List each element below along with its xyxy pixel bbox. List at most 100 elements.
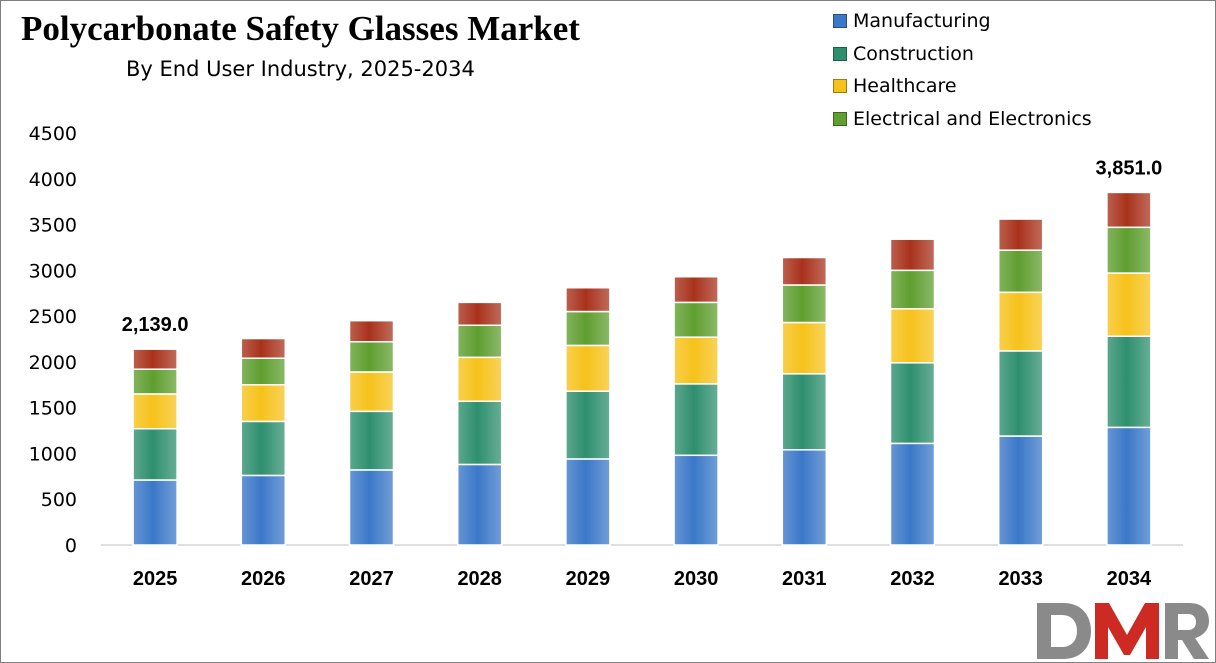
legend-label: Construction [853,42,974,65]
bar-segment [240,357,287,386]
legend: Manufacturing Construction Healthcare Elect… [833,5,1092,135]
chart-title: Polycarbonate Safety Glasses Market [21,9,580,48]
legend-swatch [833,111,847,126]
bar-segment [889,238,936,272]
bar-segment [1106,226,1152,274]
x-tick-label: 2026 [241,568,286,590]
bar-segment [456,400,503,466]
bar-segment [997,218,1044,251]
legend-label: Healthcare [853,75,957,98]
bar-segment [565,286,611,313]
bar-segment [456,324,503,359]
bar-stack [565,286,611,546]
y-tick-label: 0 [65,535,77,557]
x-tick-label: 2030 [674,568,719,590]
bar-segment [673,301,719,338]
bar-segment [456,356,503,403]
y-tick-label: 3000 [29,260,77,282]
x-tick-label: 2028 [457,568,502,590]
legend-item: Electrical and Electronics [833,103,1092,136]
bar-segment [348,371,395,413]
bar-segment [781,449,828,546]
chart-subtitle: By End User Industry, 2025-2034 [126,57,475,81]
bar-segment [781,321,828,375]
bar-segment [889,362,936,445]
legend-item: Healthcare [833,70,1092,103]
bar-segment [456,301,503,327]
dmr-logo [1037,603,1209,659]
y-tick-label: 2000 [29,352,77,374]
bar-segment [132,479,178,546]
bar-stack [1106,191,1152,546]
x-tick-label: 2025 [133,568,178,590]
legend-swatch [833,46,847,61]
bar-segment [348,319,395,343]
bar-segment [565,390,611,460]
total-data-label: 2,139.0 [122,314,189,336]
x-tick-label: 2033 [998,568,1043,590]
x-tick-label: 2029 [566,568,611,590]
bar-stack [673,275,719,546]
legend-swatch [833,14,847,29]
bar-segment [1106,426,1152,546]
legend-label: Electrical and Electronics [853,107,1092,130]
bar-stack [889,238,936,546]
bar-segment [997,291,1044,352]
total-data-label: 3,851.0 [1096,157,1163,179]
bar-segment [348,469,395,546]
dmr-logo-mark [1037,603,1209,659]
bar-segment [781,373,828,451]
y-tick-label: 3500 [29,215,77,237]
y-tick-label: 1000 [29,443,77,465]
legend-item: Construction [833,38,1092,71]
bar-segment [781,256,828,286]
bar-segment [240,384,287,423]
y-tick-label: 4000 [29,169,77,191]
bar-segment [240,337,287,359]
bar-segment [1106,335,1152,429]
legend-item: Manufacturing [833,5,1092,38]
bar-stack [781,256,828,546]
y-tick-label: 4500 [29,123,77,145]
legend-swatch [833,79,847,94]
legend-label: Manufacturing [853,10,991,33]
bar-segment [565,458,611,546]
bar-segment [565,344,611,392]
bar-segment [132,427,178,481]
bar-segment [240,474,287,546]
bar-segment [565,310,611,347]
x-tick-label: 2032 [890,568,935,590]
bar-stack [240,337,287,546]
bar-stack [456,301,503,546]
bar-segment [673,383,719,457]
bar-segment [240,420,287,477]
bar-segment [781,284,828,324]
bar-segment [348,340,395,373]
bar-segment [456,463,503,546]
bar-segment [673,454,719,546]
y-tick-label: 500 [41,489,77,511]
bar-segment [673,336,719,385]
y-tick-label: 1500 [29,398,77,420]
x-tick-label: 2034 [1107,568,1152,590]
bar-segment [889,442,936,546]
bar-segment [889,308,936,364]
bar-segment [997,350,1044,437]
bar-segment [673,275,719,304]
bar-segment [132,348,178,370]
bar-segment [132,393,178,430]
bar-stack [348,319,395,546]
x-tick-label: 2031 [782,568,827,590]
bar-stack [997,218,1044,546]
bar-stack [132,348,178,546]
bar-segment [348,410,395,471]
y-tick-label: 2500 [29,306,77,328]
bar-segment [1106,191,1152,229]
x-tick-label: 2027 [349,568,394,590]
bar-segment [997,435,1044,546]
bar-segment [889,269,936,310]
bar-segment [132,368,178,395]
bar-segment [1106,272,1152,338]
